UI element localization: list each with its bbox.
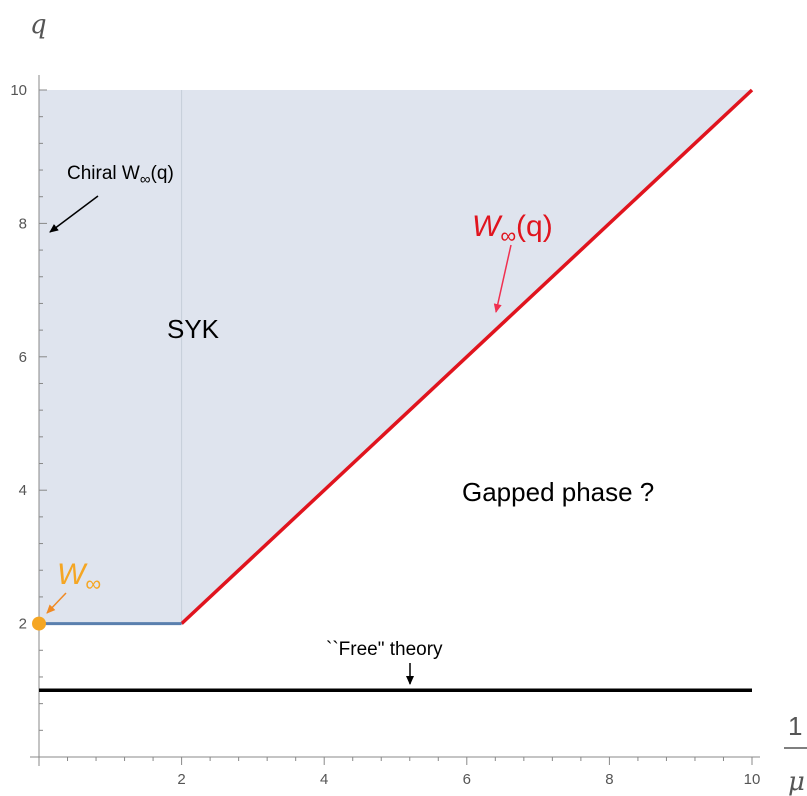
chiral-tail: (q) [151,163,174,184]
y-tick-label: 2 [19,616,27,633]
x-tick-label: 6 [463,771,471,788]
syk-region [39,90,752,624]
y-axis-title: q [30,10,47,40]
arrow-winf-q [493,244,512,313]
winf-main: W [57,558,88,591]
annotation-chiral: Chiral W∞(q) [67,163,174,188]
annotation-gapped: Gapped phase ? [462,477,654,507]
arrow-chiral [49,195,99,233]
series-group [39,88,754,693]
y-tick-label: 8 [19,215,27,232]
x-axis-title-denominator: μ [788,767,805,796]
annotation-winf-q: W∞(q) [472,210,553,248]
y-tick-label: 6 [19,349,27,366]
x-tick-label: 4 [320,771,328,788]
chiral-sub: ∞ [140,171,151,188]
arrow-winf [46,592,67,614]
x-tick-label: 2 [177,771,185,788]
winf-q-main: W [472,210,503,243]
winf-q-tail: (q) [516,210,553,243]
points-group [32,616,46,631]
x-axis-title-numerator: 1 [788,711,802,741]
winf-sub: ∞ [85,571,101,596]
winf-q-sub: ∞ [500,223,516,248]
label-syk: SYK [167,314,220,344]
x-tick-label: 10 [744,771,761,788]
point-marker [32,616,46,631]
y-tick-label: 4 [19,482,27,499]
y-ticks: 2 4 6 8 10 [10,82,47,731]
annotation-winf: W∞ [57,558,101,596]
y-tick-label: 10 [10,82,27,99]
chiral-main: Chiral W [67,163,140,184]
x-tick-label: 8 [605,771,613,788]
annotation-free: ``Free" theory [326,639,443,660]
x-ticks: 2 4 6 8 10 [67,757,761,788]
series-line-0 [180,88,754,625]
